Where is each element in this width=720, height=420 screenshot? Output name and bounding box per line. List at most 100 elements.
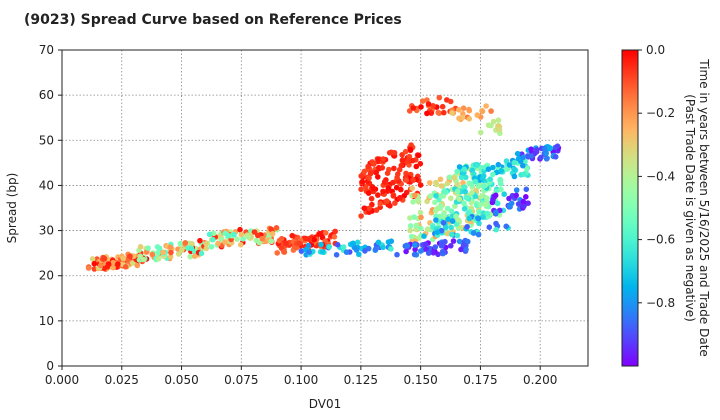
scatter-point xyxy=(331,234,338,240)
scatter-point xyxy=(428,110,435,116)
y-tick-label: 40 xyxy=(39,178,54,192)
plot-frame xyxy=(61,49,589,367)
scatter-point xyxy=(514,150,521,157)
plot-area: 0.000 0.025 0.050 0.075 0.100 0.125 0.150 0.175… xyxy=(39,43,589,387)
scatter-point xyxy=(493,220,499,227)
scatter-point xyxy=(240,236,246,242)
scatter-point xyxy=(278,235,285,242)
scatter-point xyxy=(437,203,444,209)
x-tick-label: 0.125 xyxy=(344,373,378,387)
y-tick-label: 50 xyxy=(39,133,54,147)
scatter-point xyxy=(368,195,375,202)
scatter-point xyxy=(363,184,369,190)
scatter-point xyxy=(104,264,111,270)
scatter-point xyxy=(418,214,424,221)
scatter-point xyxy=(203,240,209,247)
scatter-point xyxy=(405,157,412,164)
scatter-point xyxy=(245,234,251,240)
scatter-point xyxy=(222,239,228,245)
scatter-point xyxy=(461,200,467,207)
scatter-point xyxy=(444,205,451,212)
scatter-point xyxy=(456,115,462,122)
scatter-point xyxy=(384,198,390,204)
scatter-point xyxy=(483,195,490,201)
scatter-point xyxy=(418,225,424,232)
scatter-point xyxy=(477,202,484,208)
scatter-point xyxy=(410,199,416,205)
scatter-point xyxy=(412,192,418,199)
scatter-point xyxy=(456,196,463,202)
scatter-point xyxy=(474,161,480,168)
scatter-point xyxy=(427,180,433,186)
scatter-point xyxy=(439,248,446,255)
scatter-point xyxy=(485,166,492,172)
scatter-point xyxy=(542,146,549,153)
scatter-point xyxy=(296,240,303,247)
scatter-point xyxy=(506,162,513,168)
scatter-point xyxy=(460,242,467,248)
scatter-point xyxy=(366,175,372,181)
scatter-point xyxy=(513,192,519,199)
scatter-point xyxy=(494,200,501,207)
scatter-point xyxy=(326,244,333,250)
scatter-point xyxy=(403,248,409,255)
scatter-point xyxy=(463,246,469,253)
scatter-point xyxy=(130,260,136,266)
scatter-point xyxy=(439,103,446,110)
scatter-point xyxy=(472,193,479,200)
colorbar-tick-label: −0.4 xyxy=(646,169,675,183)
scatter-point xyxy=(469,190,475,196)
scatter-point xyxy=(407,223,414,229)
scatter-point xyxy=(373,207,380,213)
scatter-point xyxy=(456,107,462,113)
scatter-point xyxy=(140,256,146,263)
x-tick-label: 0.150 xyxy=(403,373,437,387)
scatter-point xyxy=(421,233,427,239)
scatter-point xyxy=(197,237,203,244)
scatter-point xyxy=(399,157,406,163)
scatter-point xyxy=(503,158,510,164)
scatter-point xyxy=(404,243,411,249)
scatter-point xyxy=(397,195,403,201)
x-tick-label: 0.100 xyxy=(284,373,318,387)
scatter-point xyxy=(137,244,144,250)
scatter-point xyxy=(306,249,313,255)
scatter-point xyxy=(511,166,518,173)
scatter-point xyxy=(390,179,396,186)
scatter-point xyxy=(358,213,364,219)
scatter-point xyxy=(460,105,467,111)
scatter-point xyxy=(89,256,96,262)
scatter-point xyxy=(520,154,526,161)
scatter-point xyxy=(424,226,431,232)
x-tick-label: 0.200 xyxy=(523,373,557,387)
scatter-point xyxy=(370,185,377,192)
scatter-point xyxy=(520,162,526,169)
scatter-point xyxy=(311,236,318,243)
scatter-point xyxy=(484,210,491,217)
scatter-point xyxy=(388,238,395,244)
colorbar-tick-label: 0.0 xyxy=(646,43,665,57)
scatter-point xyxy=(441,109,447,116)
scatter-point xyxy=(496,126,503,133)
scatter-point xyxy=(192,253,198,259)
scatter-point xyxy=(476,208,482,215)
scatter-point xyxy=(155,255,162,262)
scatter-point xyxy=(417,182,424,188)
scatter-point xyxy=(256,239,263,246)
scatter-point xyxy=(544,155,550,162)
scatter-point xyxy=(534,147,540,153)
scatter-point xyxy=(206,231,213,238)
scatter-point xyxy=(407,215,413,221)
scatter-point xyxy=(523,186,530,193)
scatter-point xyxy=(437,176,444,183)
scatter-point xyxy=(385,185,392,191)
scatter-point xyxy=(238,231,245,238)
scatter-point xyxy=(457,224,464,231)
y-tick-label: 30 xyxy=(39,224,54,238)
scatter-point xyxy=(134,262,141,269)
scatter-point xyxy=(413,222,420,229)
scatter-point xyxy=(498,168,505,174)
scatter-point xyxy=(238,241,244,248)
scatter-point xyxy=(515,155,522,162)
scatter-point xyxy=(440,220,447,226)
